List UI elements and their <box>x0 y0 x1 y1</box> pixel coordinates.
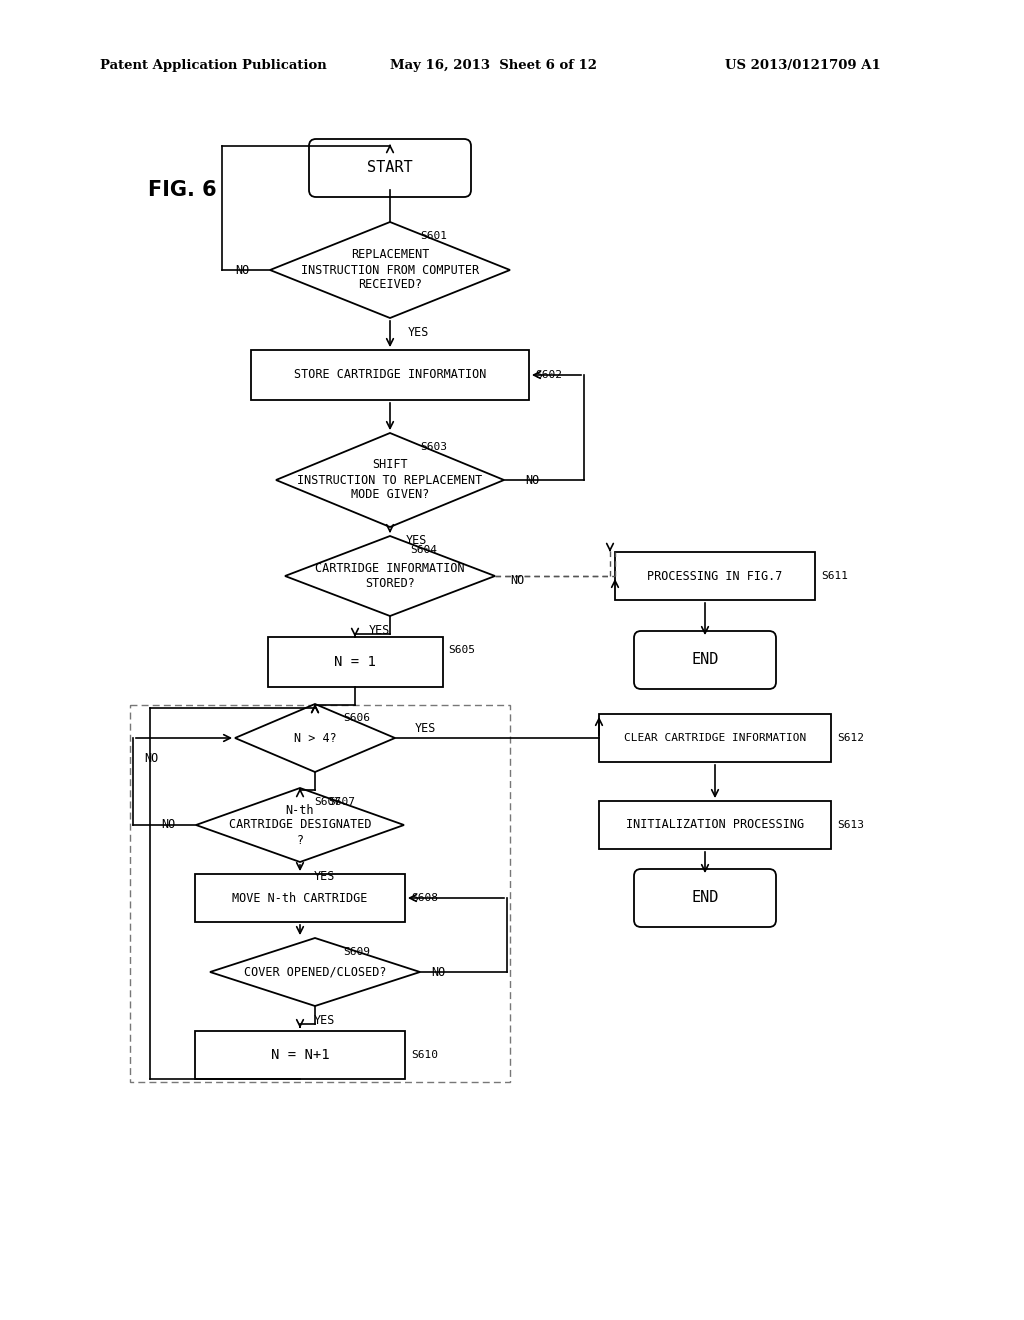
FancyBboxPatch shape <box>634 631 776 689</box>
Text: NO: NO <box>161 818 175 832</box>
Text: S605: S605 <box>449 645 475 655</box>
Text: S607: S607 <box>328 797 355 807</box>
Text: May 16, 2013  Sheet 6 of 12: May 16, 2013 Sheet 6 of 12 <box>390 58 597 71</box>
Polygon shape <box>234 704 395 772</box>
Text: N-th
CARTRIDGE DESIGNATED
?: N-th CARTRIDGE DESIGNATED ? <box>228 804 372 846</box>
Text: CARTRIDGE INFORMATION
STORED?: CARTRIDGE INFORMATION STORED? <box>315 562 465 590</box>
Text: END: END <box>691 652 719 668</box>
Text: YES: YES <box>415 722 435 734</box>
Text: N = 1: N = 1 <box>334 655 376 669</box>
Text: END: END <box>691 891 719 906</box>
Bar <box>599 801 831 849</box>
Text: S608: S608 <box>411 894 438 903</box>
Text: S612: S612 <box>837 733 864 743</box>
FancyBboxPatch shape <box>634 869 776 927</box>
Text: INITIALIZATION PROCESSING: INITIALIZATION PROCESSING <box>626 818 804 832</box>
Text: SHIFT
INSTRUCTION TO REPLACEMENT
MODE GIVEN?: SHIFT INSTRUCTION TO REPLACEMENT MODE GI… <box>297 458 482 502</box>
FancyBboxPatch shape <box>309 139 471 197</box>
Bar <box>267 638 442 686</box>
Text: PROCESSING IN FIG.7: PROCESSING IN FIG.7 <box>647 569 782 582</box>
Text: S602: S602 <box>535 370 562 380</box>
Text: N > 4?: N > 4? <box>294 731 336 744</box>
Text: S610: S610 <box>411 1049 438 1060</box>
Text: YES: YES <box>313 870 335 883</box>
Text: NO: NO <box>510 574 524 587</box>
Text: YES: YES <box>408 326 429 338</box>
Text: S611: S611 <box>821 572 848 581</box>
Text: S603: S603 <box>420 442 447 451</box>
Text: STORE CARTRIDGE INFORMATION: STORE CARTRIDGE INFORMATION <box>294 368 486 381</box>
Polygon shape <box>210 939 420 1006</box>
Text: YES: YES <box>369 623 390 636</box>
Text: MOVE N-th CARTRIDGE: MOVE N-th CARTRIDGE <box>232 891 368 904</box>
Bar <box>615 552 815 601</box>
Bar <box>195 874 406 921</box>
Text: YES: YES <box>313 1014 335 1027</box>
Text: CLEAR CARTRIDGE INFORMATION: CLEAR CARTRIDGE INFORMATION <box>624 733 806 743</box>
Text: NO: NO <box>144 751 158 764</box>
Polygon shape <box>270 222 510 318</box>
Text: S601: S601 <box>420 231 447 242</box>
Text: START: START <box>368 161 413 176</box>
Text: S606: S606 <box>343 713 370 723</box>
Polygon shape <box>276 433 504 527</box>
Text: S613: S613 <box>837 820 864 830</box>
Bar <box>130 705 510 1082</box>
Bar <box>195 1031 406 1078</box>
Text: FIG. 6: FIG. 6 <box>148 180 217 201</box>
Text: NO: NO <box>431 965 445 978</box>
Polygon shape <box>285 536 495 616</box>
Text: REPLACEMENT
INSTRUCTION FROM COMPUTER
RECEIVED?: REPLACEMENT INSTRUCTION FROM COMPUTER RE… <box>301 248 479 292</box>
Text: US 2013/0121709 A1: US 2013/0121709 A1 <box>725 58 881 71</box>
Text: S609: S609 <box>343 946 370 957</box>
Text: YES: YES <box>406 535 427 548</box>
Text: COVER OPENED/CLOSED?: COVER OPENED/CLOSED? <box>244 965 386 978</box>
Text: S607: S607 <box>314 797 341 807</box>
Text: Patent Application Publication: Patent Application Publication <box>100 58 327 71</box>
Bar <box>599 714 831 762</box>
Text: NO: NO <box>525 474 539 487</box>
Text: NO: NO <box>234 264 249 276</box>
Text: N = N+1: N = N+1 <box>270 1048 330 1063</box>
Text: S604: S604 <box>410 545 437 554</box>
Bar <box>251 350 529 400</box>
Polygon shape <box>196 788 404 862</box>
